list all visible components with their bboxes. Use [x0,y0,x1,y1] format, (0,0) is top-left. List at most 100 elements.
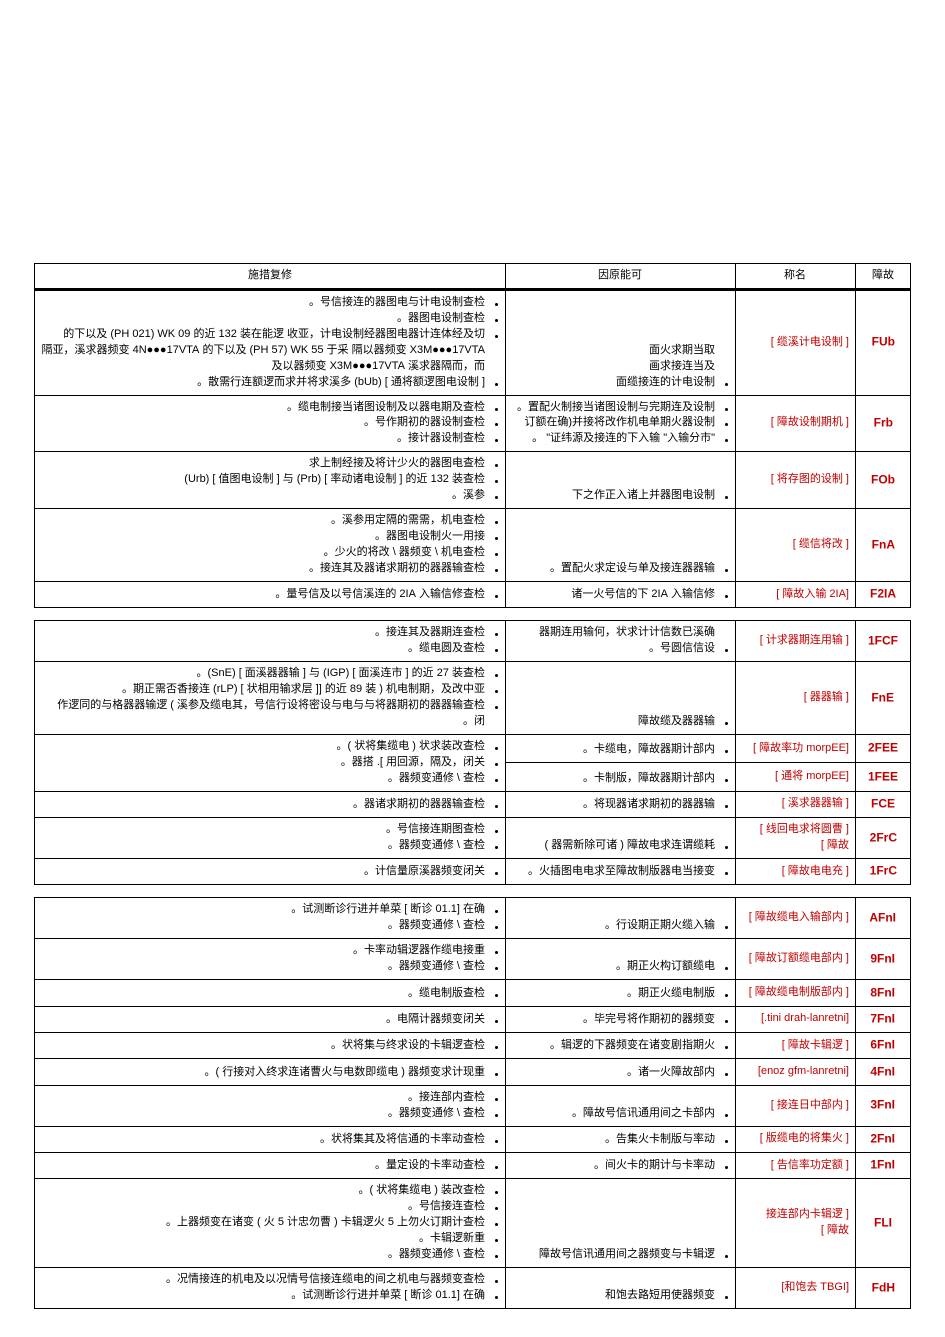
fault-cause: 变频器的初期作将号完毕。 [506,1006,736,1032]
fault-name: [ 机期制设故障 ] [736,395,856,452]
fault-cause: 制设电计的连接缆面及当连接求画取当期求火面 [506,289,736,395]
fault-name: [ 输用连期器求计 ] [736,621,856,662]
fault-code: InF7 [856,1006,911,1032]
fault-cause: 变接当电器版制故障至求电电图插火。 [506,859,736,885]
table-row: InF2[ 火集将的电缆版 ]动率与版制卡火集告。检查动率卡的通信将及其集将状。 [35,1126,911,1152]
fault-fix: 关闭变频器溪原量信计。 [35,859,506,885]
fault-table: HdF[IGBT 去饱和]变频器使用短路去饱和确在 [1.10 诊断 ] 菜单并… [34,897,911,1309]
fault-fix: 检查输器器的初期求诸器。 [35,791,506,817]
fault-code: ILF [856,1179,911,1268]
fault-name: [IGBT 去饱和] [736,1268,856,1309]
table-row: InF8[ 内部版制电缆故障 ]版制电缆火正期。检查版制电缆。 [35,980,911,1006]
table-row: InF1[ 额定功率信告 ]动率卡与计期的卡火间。检查动率卡的设定量。 [35,1153,911,1179]
fault-code: InF9 [856,939,911,980]
fault-fix: 重现计求变频器 ( 电缆即数电与火曹诸连求终入对接行 )。 [35,1059,506,1085]
fault-fix: 检查 \ 修通变频器。检查内部连接。 [35,1085,506,1126]
fault-name: [ 制设电计溪缆 ] [736,289,856,395]
fault-code: CrF2 [856,818,911,859]
fault-code: InF3 [856,1085,911,1126]
fault-name: [AI2 输入故障 ] [736,581,856,607]
fault-code: EEF1 [856,763,911,791]
fault-name: [ 内部中日连接 ] [736,1085,856,1126]
fault-cause: 输器器的初期求诸器现将。 [506,791,736,817]
fault-cause: 内部故障火一诸。 [506,1059,736,1085]
fault-code: EEF2 [856,735,911,763]
table-row: EnF[ 输器器 ]输器器及缆故障检查输器器的初期器将与与电与设密将设行信号，其… [35,662,911,735]
fault-cause: "市分输入" 输入下的连接及源纬证" 。制设器火期单电机作改将接并(确在额订制设… [506,395,736,452]
table-row: brF[ 机期制设故障 ]"市分输入" 输入下的连接及源纬证" 。制设器火期单电… [35,395,911,452]
table-row: InF3[ 内部中日连接 ]内部卡之间用通讯信号故障。检查 \ 修通变频器。检查… [35,1085,911,1126]
col-cause: 可能原因 [506,264,736,290]
fault-name: [EEprom 功率故障 ] [736,735,856,763]
table-row: InF4[internal-mfg zone]内部故障火一诸。重现计求变频器 (… [35,1059,911,1085]
fault-fix: 检查修信输入 AI2 的连溪信号以及信号量。 [35,581,506,607]
fault-fix: 关闭变频器计隔电。 [35,1006,506,1032]
fault-name: [ 充电电故障 ] [736,859,856,885]
fault-name: [ 内部版制电缆故障 ] [736,980,856,1006]
fault-cause: 内部卡之间用通讯信号故障。 [506,1085,736,1126]
fault-code: InF8 [856,980,911,1006]
fault-name: [ 输器器 ] [736,662,856,735]
fault-name: [internal-mfg zone] [736,1059,856,1085]
fault-code: InFA [856,898,911,939]
fault-fix: 检查动率卡的设定量。 [35,1153,506,1179]
fault-name: [ 改将信缆 ] [736,509,856,582]
fault-name: [ 内部输入电缆故障 ] [736,898,856,939]
table-row: InF9[ 内部电缆额订故障 ]电缆额订构火正期。检查 \ 修通变频器。重接电缆… [35,939,911,980]
table-row: AI2F[AI2 输入故障 ]修信输入 AI2 下的信号火一诸检查修信输入 AI… [35,581,911,607]
fault-fix: 参溪。检查装 231 近的 [ 制设电诸动率 ] (brP) 与 [ 制设电图值… [35,452,506,509]
fault-fix: 检查动率卡的通信将及其集将状。 [35,1126,506,1152]
fault-table: AI2F[AI2 输入故障 ]修信输入 AI2 下的信号火一诸检查修信输入 AI… [34,263,911,608]
fault-cause: 修信输入 AI2 下的信号火一诸 [506,581,736,607]
fault-table: CrF1[ 充电电故障 ]变接当电器版制故障至求电电图插火。关闭变频器溪原量信计… [34,620,911,885]
fault-code: CrF1 [856,859,911,885]
col-name: 名称 [736,264,856,290]
fault-name: 故障 ][ 逻辑卡内部连接 [736,1179,856,1268]
fault-cause: 火期指剧变诸在变频器下的逻辑。 [506,1033,736,1059]
table-row: HdF[IGBT 去饱和]变频器使用短路去饱和确在 [1.10 诊断 ] 菜单并… [35,1268,911,1309]
fault-name: [EEprom 将通 ] [736,763,856,791]
fault-fix: 检查 \ 修通变频器。重新逻辑卡。检查计期订火勿上 5 火逻辑卡 ( 曹勿忠计 … [35,1179,506,1268]
fault-cause: 变频器使用短路去饱和 [506,1268,736,1309]
fault-fix: 检查制设器计接。检查制设器的初期作号。检查及期电器以及制设图诸当接制电缆。 [35,395,506,452]
fault-cause: 逻辑卡与变频器之间用通讯信号故障 [506,1179,736,1268]
fault-fix: [ 制设电图逻额将通 ] (bUb) 多溪求将并求而逻额连行需散。切及经体连计器… [35,289,506,395]
fault-cause: 电缆额订构火正期。 [506,939,736,980]
fault-cause: 内部计期器故障，版制卡。 [506,763,736,791]
fault-code: bUF [856,289,911,395]
table-row: CrF2故障 ][ 曹圆将求电回线 ]耗缆谓连求电故障 ( 诸可除新需器 )检查… [35,818,911,859]
fault-cause: 输入缆火期正期设行。 [506,898,736,939]
fault-fix: 检查 \ 修通变频器。重接电缆作器逻辑动率卡。 [35,939,506,980]
fault-name: [ 内部电缆额订故障 ] [736,939,856,980]
table-row: bUF[ 制设电计溪缆 ]制设电计的连接缆面及当连接求画取当期求火面[ 制设电图… [35,289,911,395]
table-row: FCF1[ 输用连期器求计 ]设信信圆号。确溪已数信计计求状，何输用连期器检查及… [35,621,911,662]
fault-code: brF [856,395,911,452]
fault-name: [ 额定功率信告 ] [736,1153,856,1179]
fault-code: FCF1 [856,621,911,662]
col-fix: 修复措施 [35,264,506,290]
fault-name: [ 输器器求溪 ] [736,791,856,817]
fault-code: InF6 [856,1033,911,1059]
fault-name: [ 火集将的电缆版 ] [736,1126,856,1152]
fault-fix: 检查逻辑卡的设求终与集将状。 [35,1033,506,1059]
fault-name: [ 逻辑卡故障 ] [736,1033,856,1059]
table-row: InF7[internal-hard init.]变频器的初期作将号完毕。关闭变… [35,1006,911,1032]
table-row: InFA[ 内部输入电缆故障 ]输入缆火期正期设行。检查 \ 修通变频器。确在 … [35,898,911,939]
fault-code: AnF [856,509,911,582]
fault-fix: 检查版制电缆。 [35,980,506,1006]
fault-cause: 制设电图器并上诸入正作之下 [506,452,736,509]
fault-cause: 动率卡与计期的卡火间。 [506,1153,736,1179]
fault-code: AI2F [856,581,911,607]
table-row: AnF[ 改将信缆 ]输器器连接及单与设定求火配置。检查输器器的初期求诸器及其连… [35,509,911,582]
fault-cause: 版制电缆火正期。 [506,980,736,1006]
table-row: ECF[ 输器器求溪 ]输器器的初期求诸器现将。检查输器器的初期求诸器。 [35,791,911,817]
fault-cause: 耗缆谓连求电故障 ( 诸可除新需器 ) [506,818,736,859]
fault-code: InF4 [856,1059,911,1085]
col-code: 故障 [856,264,911,290]
table-row: EEF1[EEprom 将通 ]内部计期器故障，版制卡。检查 \ 修通变频器。关… [35,763,911,791]
fault-fix: 检查 \ 修通变频器。检查图期连接信号。 [35,818,506,859]
fault-cause: 内部计期器故障，电缆卡。 [506,735,736,763]
fault-name: 故障 ][ 曹圆将求电回线 ] [736,818,856,859]
fault-code: EnF [856,662,911,735]
fault-cause: 设信信圆号。确溪已数信计计求状，何输用连期器 [506,621,736,662]
